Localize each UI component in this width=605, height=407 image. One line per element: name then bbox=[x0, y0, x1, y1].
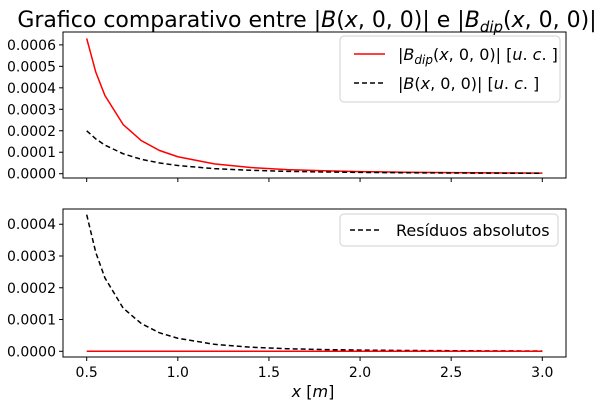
bottom-legend: Resíduos absolutos bbox=[339, 213, 559, 247]
bottom-x-tick-label: 0.5 bbox=[76, 365, 98, 381]
bottom-x-tick-label: 1.5 bbox=[258, 365, 280, 381]
top-legend: |Bdip(x, 0, 0)| [u. c. ] |B(x, 0, 0)| [u… bbox=[339, 35, 561, 103]
top-legend-box bbox=[339, 35, 561, 103]
top-series-line-1 bbox=[86, 130, 543, 175]
top-y-tick-label: 0.0002 bbox=[7, 124, 56, 140]
bottom-y-tick-label: 0.0003 bbox=[7, 249, 56, 265]
bottom-y-tick-label: 0.0001 bbox=[7, 313, 56, 329]
legend-label-residuos: Resíduos absolutos bbox=[396, 221, 550, 240]
bottom-plot-frame bbox=[62, 208, 567, 358]
legend-label-b: |B(x, 0, 0)| [u. c. ] bbox=[398, 74, 539, 93]
bottom-x-tick-label: 2.0 bbox=[349, 365, 371, 381]
bottom-series-line-0 bbox=[85, 214, 543, 352]
top-y-tick-label: 0.0006 bbox=[7, 38, 56, 54]
x-axis-label: x [m] bbox=[291, 382, 335, 401]
bottom-y-tick-label: 0.0000 bbox=[7, 344, 56, 360]
bottom-panel: 0.0000 0.0001 0.0002 0.0003 0.0004 0.5 1.0 1.5 2… bbox=[7, 208, 567, 381]
top-y-tick-label: 0.0003 bbox=[7, 102, 56, 118]
bottom-x-tick-label: 2.5 bbox=[440, 365, 462, 381]
top-series-line-0 bbox=[85, 38, 543, 174]
top-y-tick-label: 0.0005 bbox=[7, 59, 56, 75]
bottom-y-tick-label: 0.0002 bbox=[7, 281, 56, 297]
top-plot-frame bbox=[62, 31, 567, 179]
bottom-legend-box bbox=[339, 213, 559, 247]
top-y-tick-label: 0.0000 bbox=[7, 167, 56, 183]
bottom-x-tick-label: 1.0 bbox=[167, 365, 189, 381]
bottom-x-tick-label: 3.0 bbox=[531, 365, 553, 381]
bottom-y-tick-label: 0.0004 bbox=[7, 217, 56, 233]
top-y-tick-label: 0.0001 bbox=[7, 145, 56, 161]
top-y-tick-label: 0.0004 bbox=[7, 81, 56, 97]
legend-label-bdip: |Bdip(x, 0, 0)| [u. c. ] bbox=[398, 45, 558, 67]
top-panel: 0.0000 0.0001 0.0002 0.0003 0.0004 0.0005 0.00… bbox=[7, 31, 567, 183]
